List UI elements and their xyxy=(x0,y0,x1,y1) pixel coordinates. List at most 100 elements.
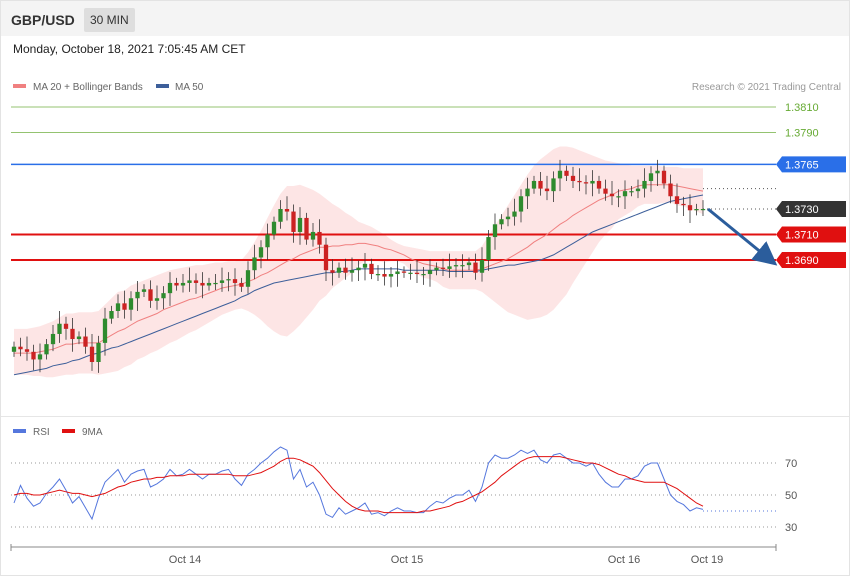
candle-body xyxy=(505,216,511,220)
candle xyxy=(518,189,524,223)
candle-body xyxy=(577,180,582,183)
legend-swatch-9ma xyxy=(62,429,75,433)
price-tag-box xyxy=(776,201,846,217)
candle-body xyxy=(89,346,95,362)
candle-body xyxy=(414,272,420,275)
candle-body xyxy=(661,170,667,184)
candle xyxy=(167,272,173,306)
x-tick-label: Oct 19 xyxy=(691,554,723,566)
price-label-1-3810: 1.3810 xyxy=(785,102,819,114)
candle xyxy=(492,213,498,250)
candle-body xyxy=(44,344,49,355)
candle xyxy=(590,170,595,197)
price-tag-box xyxy=(776,156,846,173)
candle xyxy=(174,277,179,291)
candle-body xyxy=(297,217,303,232)
candle xyxy=(141,284,147,297)
candle-body xyxy=(141,289,147,292)
candle xyxy=(297,207,303,245)
watermark: Research © 2021 Trading Central xyxy=(692,82,841,93)
candle-body xyxy=(128,298,134,310)
rsi-9ma-line xyxy=(13,456,704,514)
candle xyxy=(700,200,706,217)
candle-body xyxy=(538,180,543,189)
candle xyxy=(421,267,426,285)
candle xyxy=(694,203,699,216)
candle-body xyxy=(323,244,329,271)
candle xyxy=(278,200,283,229)
candle-body xyxy=(447,266,452,269)
rsi-level-label-70: 70 xyxy=(785,458,797,470)
candle-body xyxy=(401,271,407,273)
candle-body xyxy=(109,311,114,319)
candle xyxy=(122,290,127,319)
candle xyxy=(525,177,530,209)
legend-label-rsi: RSI xyxy=(33,427,50,438)
candle xyxy=(453,258,459,278)
candle-body xyxy=(512,211,517,217)
candle xyxy=(239,277,244,292)
candle-body xyxy=(583,182,589,184)
candle xyxy=(369,258,374,280)
candle xyxy=(356,260,361,282)
candle xyxy=(265,223,270,260)
candle-body xyxy=(427,270,433,275)
candle-body xyxy=(590,180,595,184)
candle xyxy=(382,261,387,286)
candle xyxy=(343,258,348,280)
candle xyxy=(362,252,368,281)
candle xyxy=(499,214,504,230)
candle-body xyxy=(291,211,296,232)
candle xyxy=(89,333,95,371)
candle-body xyxy=(421,274,426,276)
candle xyxy=(648,166,654,192)
candle xyxy=(674,183,680,213)
candle-body xyxy=(18,346,23,350)
price-tag-1-3690: 1.3690 xyxy=(776,252,846,268)
candle xyxy=(551,171,556,202)
candle xyxy=(596,175,602,194)
candle xyxy=(434,262,439,276)
x-tick-label: Oct 14 xyxy=(169,554,201,566)
candle-body xyxy=(525,188,530,197)
candle xyxy=(564,165,569,181)
candle-body xyxy=(180,282,186,286)
price-legend: MA 20 + Bollinger Bands MA 50 xyxy=(13,82,204,93)
candle xyxy=(213,274,218,290)
candle xyxy=(63,316,69,340)
candle-body xyxy=(154,298,160,301)
x-tick-label: Oct 15 xyxy=(391,554,423,566)
candle-body xyxy=(330,270,335,273)
candle-body xyxy=(148,289,153,301)
rsi-level-label-50: 50 xyxy=(785,490,797,502)
candle xyxy=(193,273,199,294)
candle-body xyxy=(239,282,244,287)
candle-body xyxy=(167,282,173,294)
legend-swatch-rsi xyxy=(13,429,26,433)
candle xyxy=(570,166,576,188)
candle-body xyxy=(479,260,485,273)
candle xyxy=(512,198,517,226)
candle-body xyxy=(200,282,205,286)
candle xyxy=(544,175,550,201)
legend-label-ma50: MA 50 xyxy=(175,82,204,93)
candle xyxy=(323,237,329,282)
candle-body xyxy=(245,270,251,287)
price-tag-text: 1.3710 xyxy=(785,230,819,242)
candle-body xyxy=(499,219,504,225)
candle-body xyxy=(63,323,69,329)
candle-body xyxy=(564,170,569,176)
candle xyxy=(258,240,264,269)
candle xyxy=(635,179,641,199)
candle xyxy=(603,179,608,201)
candle-body xyxy=(694,209,699,211)
candle xyxy=(310,223,316,247)
candle-body xyxy=(466,262,472,266)
candle xyxy=(109,305,114,324)
candle xyxy=(655,159,660,187)
candle-body xyxy=(453,265,459,267)
timeframe-button[interactable]: 30 MIN xyxy=(84,8,135,32)
candle-body xyxy=(668,183,673,197)
candle-body xyxy=(349,270,355,273)
